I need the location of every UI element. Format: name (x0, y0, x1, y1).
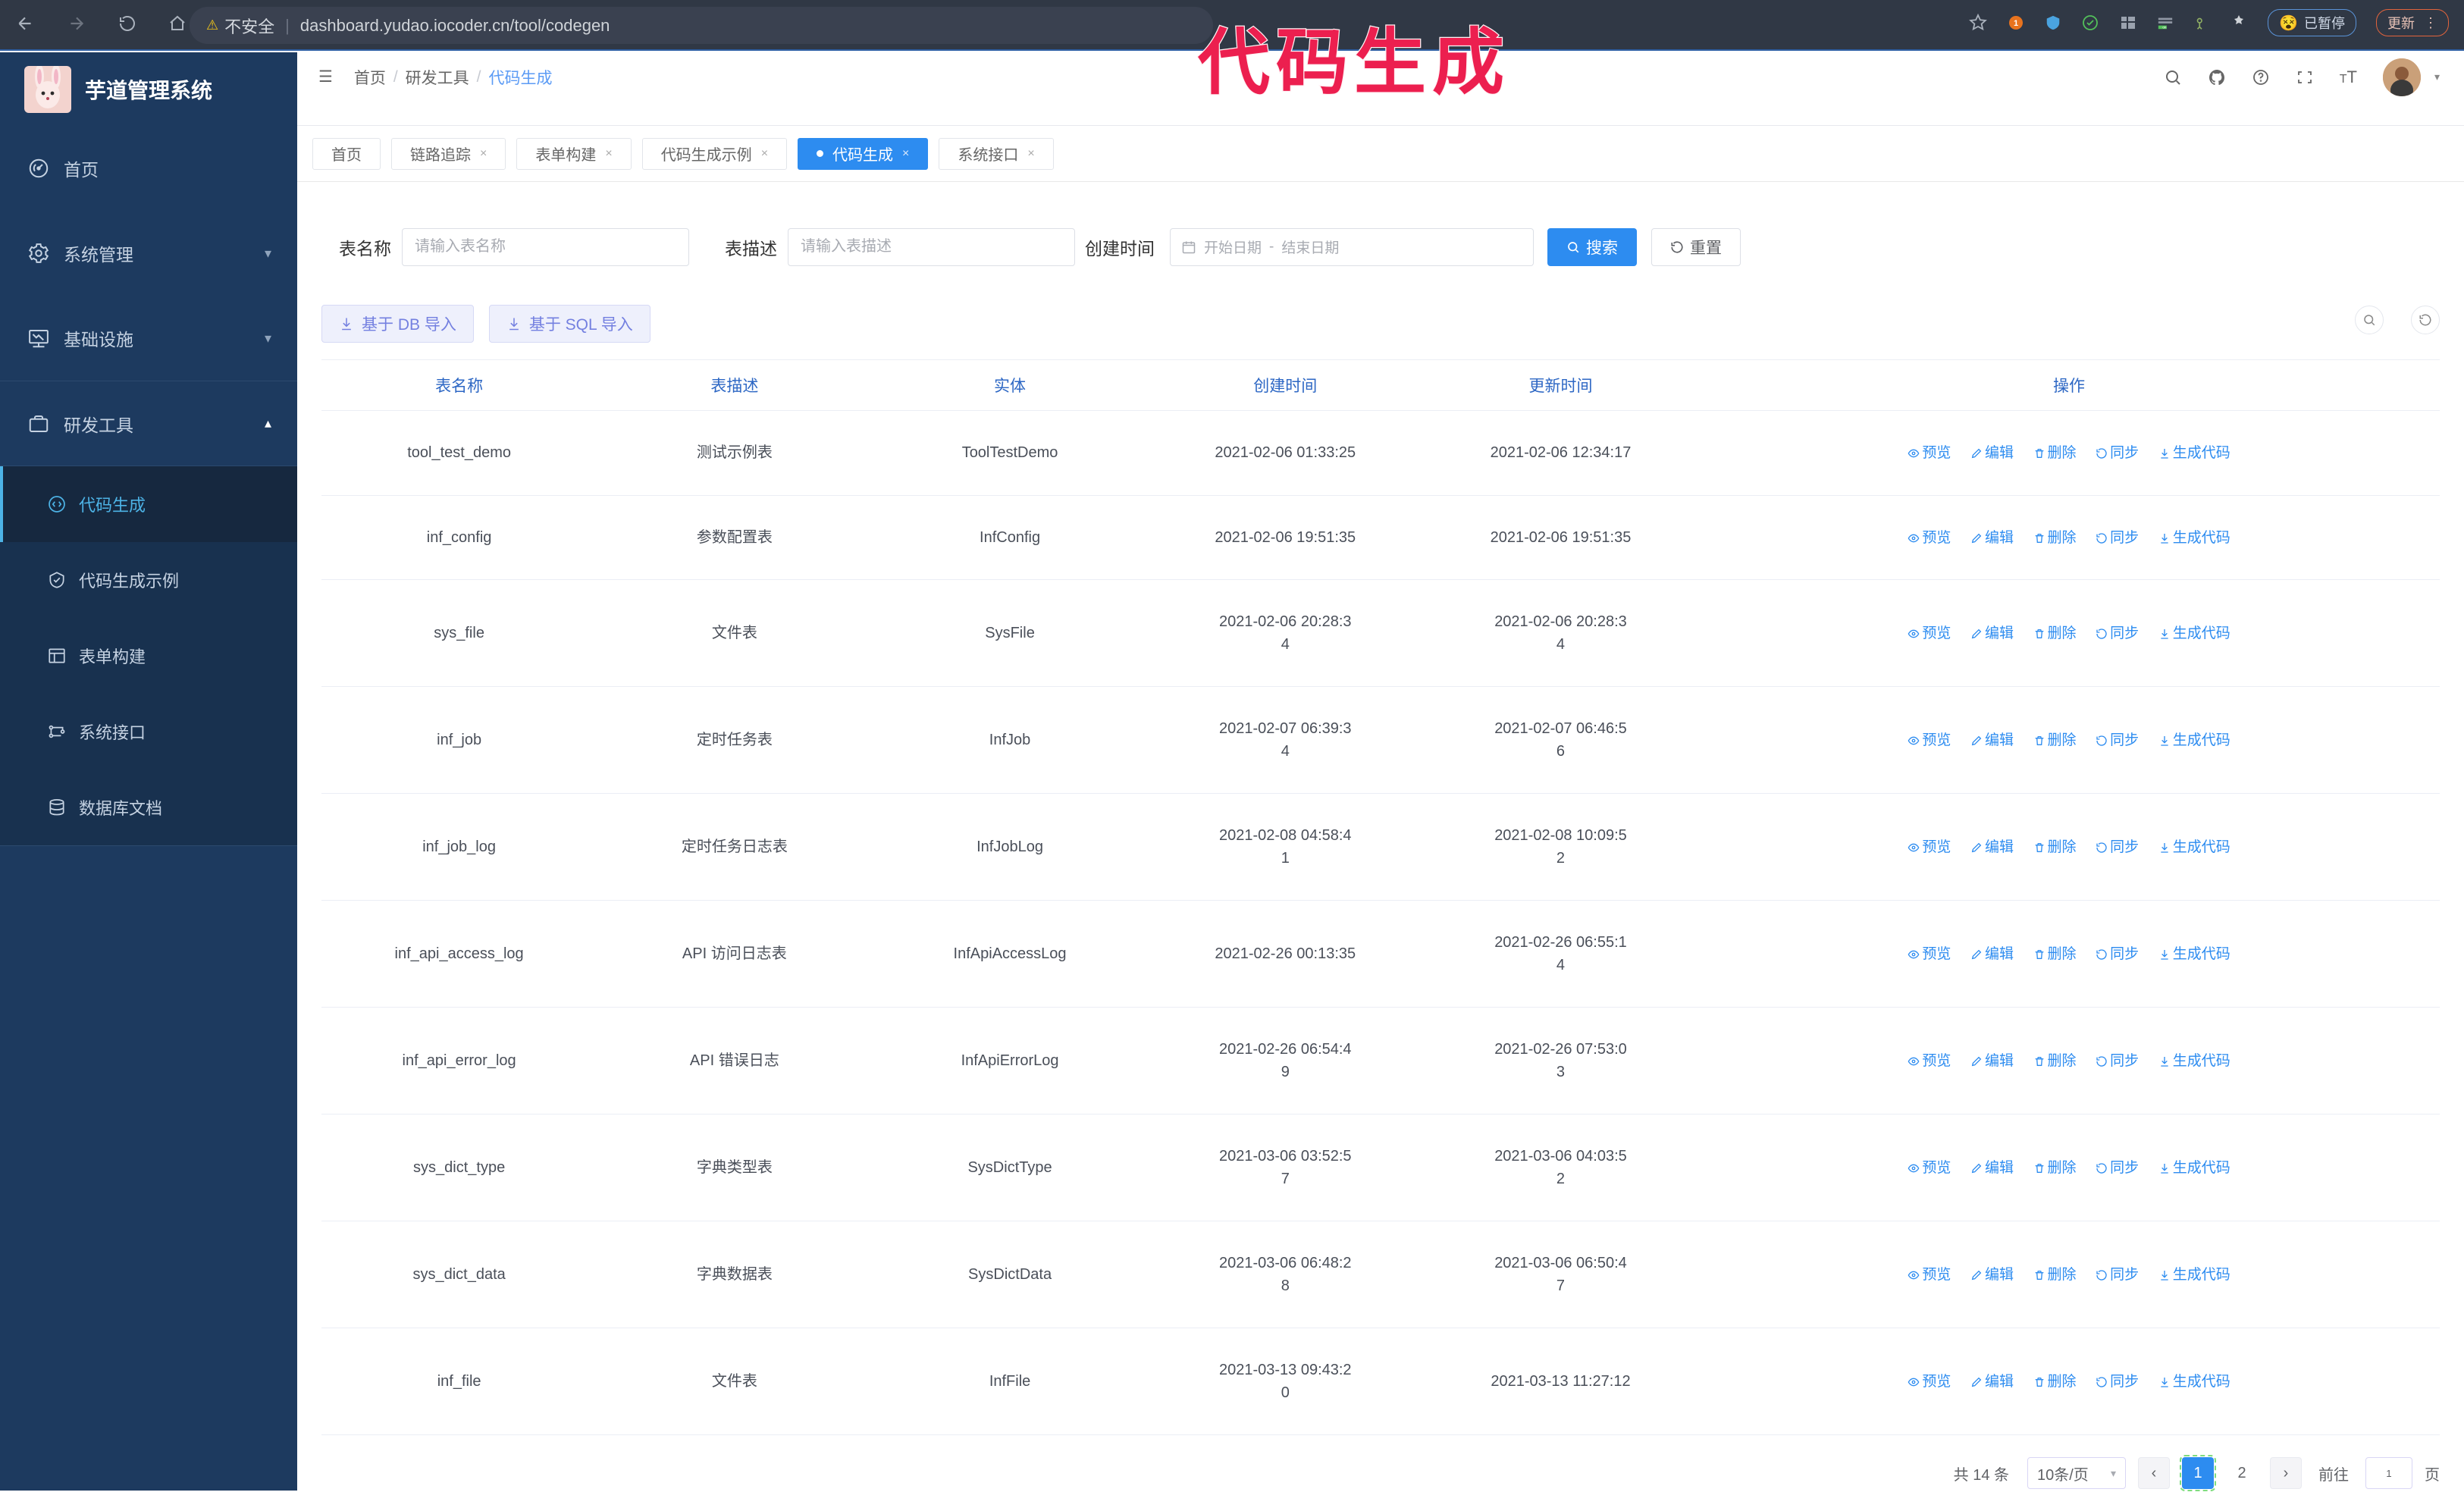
svg-text:1: 1 (2014, 19, 2018, 28)
svg-text:on: on (2162, 25, 2167, 29)
